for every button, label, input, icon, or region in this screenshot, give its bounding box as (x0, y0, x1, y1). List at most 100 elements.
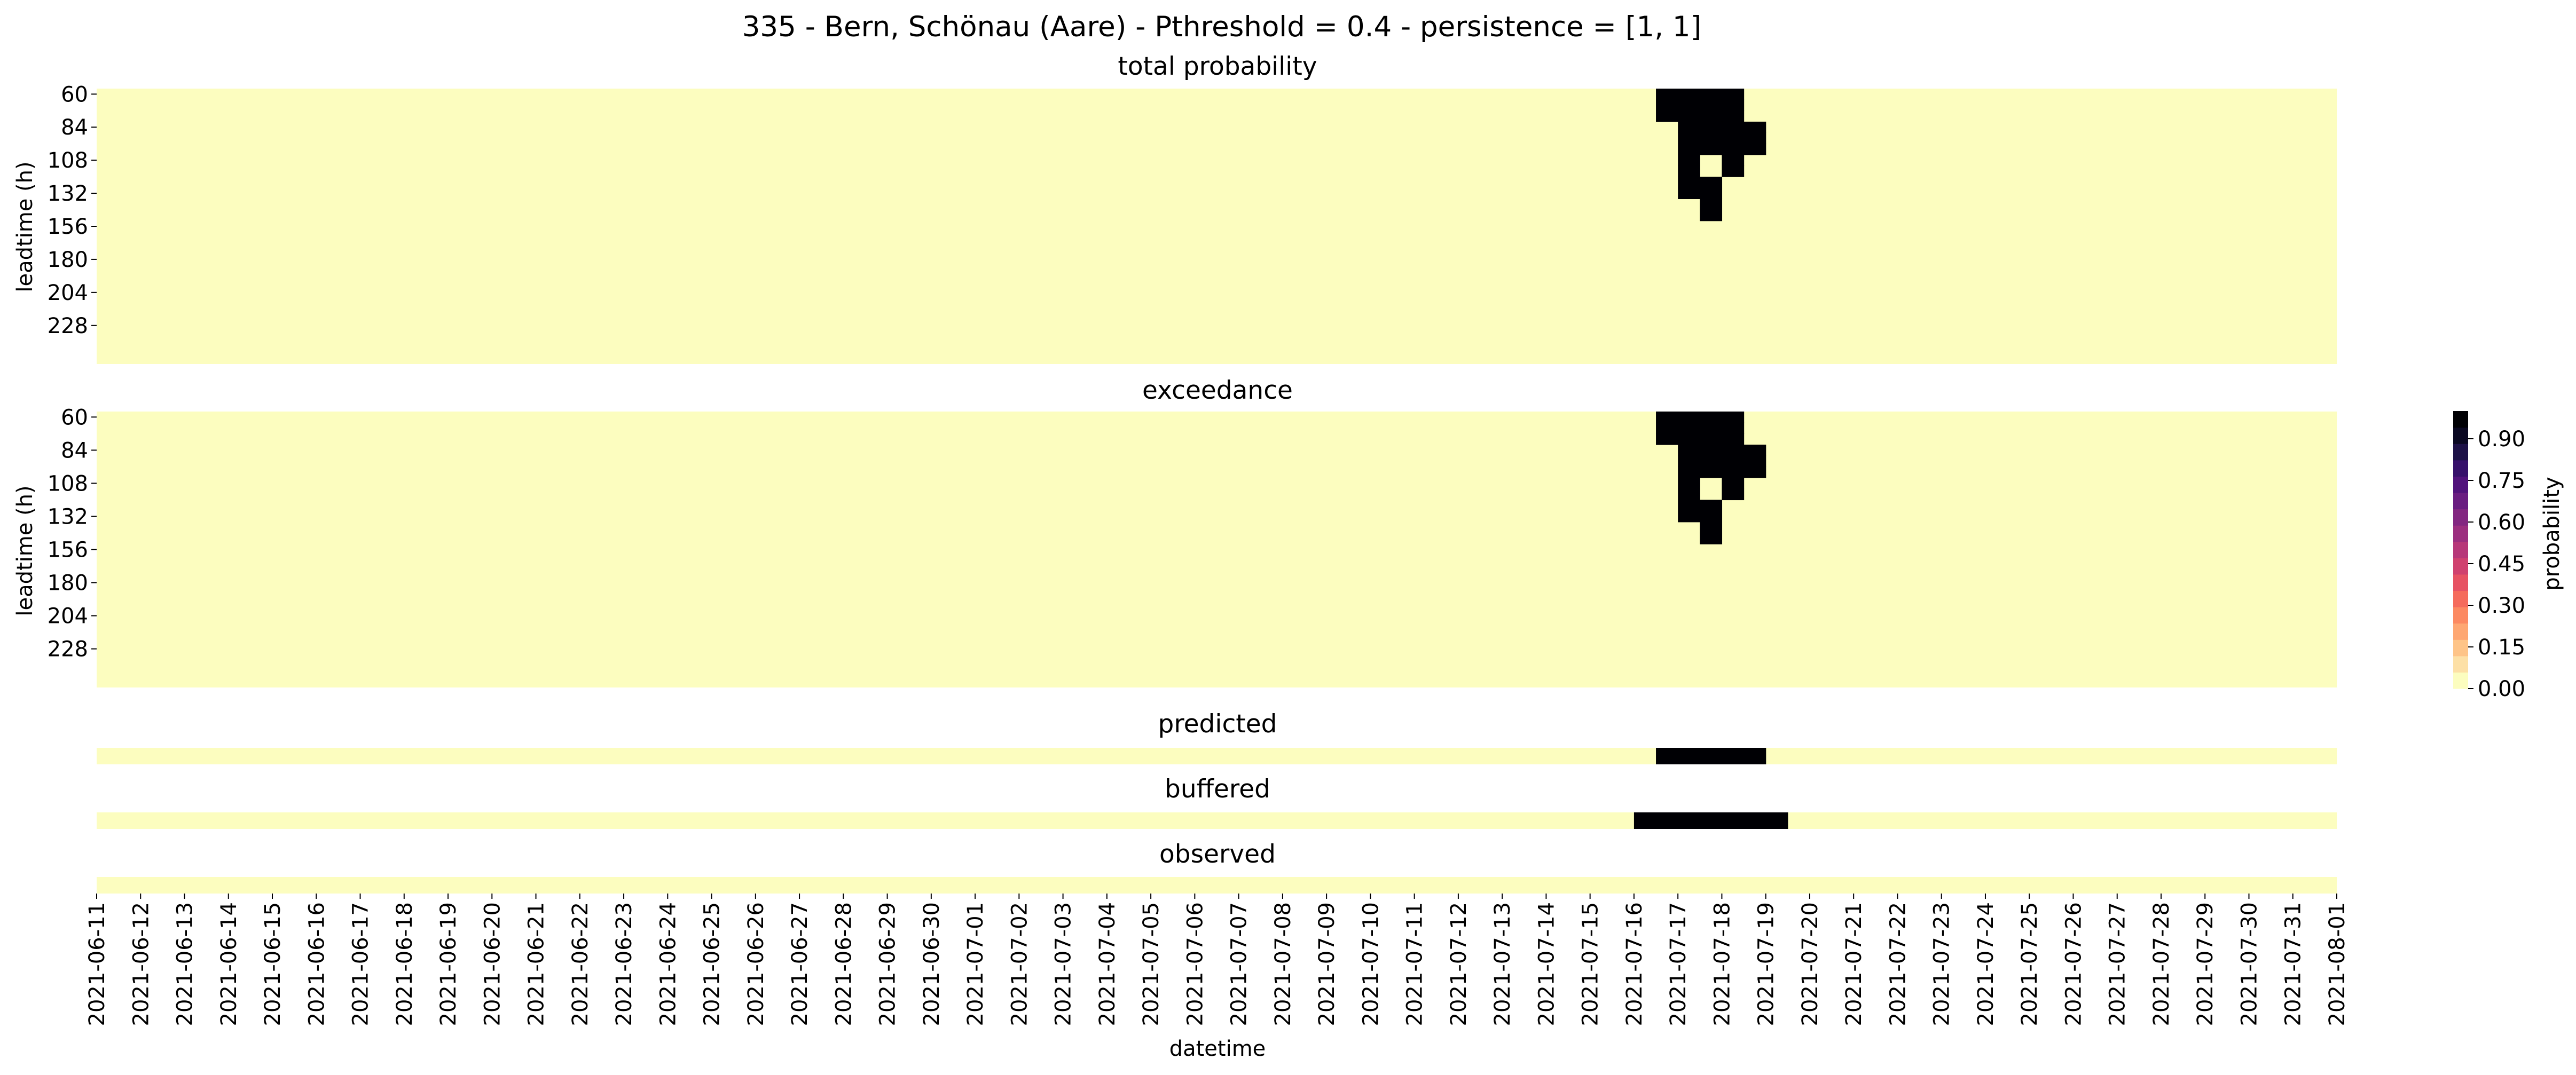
x-tick-label: 2021-06-22 (568, 902, 593, 1026)
x-tick-label: 2021-07-31 (2281, 902, 2306, 1026)
heatmap-background-3 (97, 812, 2337, 829)
heatmap-cell (1678, 144, 1700, 155)
heatmap-cell (1700, 121, 1723, 133)
heatmap-background-2 (97, 748, 2337, 764)
heatmap-cell (1700, 533, 1723, 544)
heatmap-cell (1656, 412, 1678, 423)
x-tick-label: 2021-07-05 (1139, 902, 1164, 1026)
x-tick-label: 2021-07-29 (2193, 902, 2218, 1026)
x-tick-label: 2021-07-27 (2106, 902, 2130, 1026)
heatmap-cell (1700, 99, 1723, 111)
panel-buffered: buffered (97, 774, 2337, 829)
x-tick-label: 2021-06-28 (831, 902, 856, 1026)
colorbar-tick-label: 0.60 (2478, 510, 2525, 535)
heatmap-cell (1700, 511, 1723, 523)
y-axis-label-total-probability: leadtime (h) (13, 161, 37, 292)
heatmap-background-0 (97, 89, 2337, 364)
x-tick-label: 2021-07-17 (1666, 902, 1691, 1026)
heatmap-cell (1700, 412, 1723, 423)
x-tick-label: 2021-07-09 (1315, 902, 1339, 1026)
x-tick-label: 2021-07-11 (1403, 902, 1427, 1026)
colorbar: 0.00 0.15 0.30 0.45 0.60 0.75 0.90 probability (2453, 411, 2564, 701)
x-tick-label: 2021-07-24 (1974, 902, 1998, 1026)
x-tick-label: 2021-07-18 (1710, 902, 1734, 1026)
heatmap-cells-total-probability (97, 89, 2337, 364)
y-tick-label: 108 (48, 148, 88, 173)
x-tick-label: 2021-07-22 (1886, 902, 1911, 1026)
y-tick-label: 84 (61, 115, 88, 140)
x-tick-label: 2021-07-10 (1358, 902, 1383, 1026)
heatmap-background-4 (97, 877, 2337, 894)
heatmap-cell (1722, 110, 1745, 122)
x-axis-label: datetime (1169, 1037, 1266, 1061)
heatmap-cell (1700, 187, 1723, 199)
heatmap-cell (1722, 445, 1745, 456)
x-tick-label: 2021-06-21 (524, 902, 549, 1026)
heatmap-cell (1722, 165, 1745, 177)
x-tick-label: 2021-06-15 (261, 902, 285, 1026)
heatmap-cell (1678, 412, 1700, 423)
heatmap-cell (1678, 110, 1700, 122)
x-tick-label: 2021-07-21 (1842, 902, 1866, 1026)
figure-title: 335 - Bern, Schönau (Aare) - Pthreshold … (742, 11, 1702, 43)
x-tick-label: 2021-07-04 (1095, 902, 1120, 1026)
strip-cell (1700, 812, 1723, 829)
x-tick-label: 2021-07-23 (1930, 902, 1954, 1026)
heatmap-cell (1700, 177, 1723, 188)
strip-cell (1633, 812, 1656, 829)
x-tick-label: 2021-07-07 (1227, 902, 1252, 1026)
heatmap-background-1 (97, 412, 2337, 687)
x-tick-label: 2021-08-01 (2325, 902, 2350, 1026)
colorbar-band (2453, 590, 2468, 607)
heatmap-cell (1743, 132, 1766, 144)
x-tick-label: 2021-06-14 (217, 902, 241, 1026)
heatmap-cell (1678, 187, 1700, 199)
colorbar-tick-label: 0.75 (2478, 469, 2525, 493)
heatmap-cell (1700, 89, 1723, 100)
heatmap-cell (1700, 433, 1723, 445)
heatmap-cell (1722, 154, 1745, 167)
y-tick-label: 108 (48, 471, 88, 496)
panel-title-predicted: predicted (1158, 709, 1277, 739)
strip-cells-buffered (97, 812, 2337, 829)
x-tick-label: 2021-07-20 (1798, 902, 1823, 1026)
x-tick-label: 2021-06-23 (612, 902, 637, 1026)
heatmap-cell (1722, 144, 1745, 155)
y-tick-label: 204 (48, 281, 88, 305)
x-tick-label: 2021-06-26 (744, 902, 768, 1026)
y-tick-label: 204 (48, 604, 88, 629)
colorbar-band (2453, 607, 2468, 624)
x-tick-label: 2021-06-16 (304, 902, 329, 1026)
heatmap-cell (1678, 478, 1700, 489)
heatmap-cell (1678, 433, 1700, 445)
x-axis-ticks: 2021-06-11 2021-06-12 2021-06-13 2021-06-14… (85, 894, 2350, 1026)
heatmap-cell (1722, 478, 1745, 489)
colorbar-band (2453, 623, 2468, 640)
x-tick-label: 2021-07-06 (1183, 902, 1207, 1026)
heatmap-cell (1722, 89, 1745, 100)
x-tick-label: 2021-07-14 (1534, 902, 1559, 1026)
heatmap-cell (1700, 132, 1723, 144)
heatmap-cell (1722, 488, 1745, 501)
heatmap-cell (1700, 422, 1723, 434)
heatmap-cell (1678, 99, 1700, 111)
y-tick-label: 156 (48, 538, 88, 563)
x-tick-label: 2021-06-30 (920, 902, 944, 1026)
heatmap-cell (1678, 422, 1700, 434)
heatmap-cell (1656, 99, 1678, 111)
heatmap-cell (1700, 144, 1723, 155)
panel-title-total-probability: total probability (1118, 52, 1317, 81)
y-tick-label: 84 (61, 438, 88, 463)
heatmap-cell (1678, 500, 1700, 511)
strip-cell (1700, 748, 1723, 764)
x-tick-label: 2021-07-16 (1622, 902, 1647, 1026)
colorbar-band (2453, 492, 2468, 510)
strip-cell (1722, 812, 1745, 829)
panel-total-probability: total probability leadtime (h) 60 84 108 13… (13, 52, 2337, 364)
y-tick-label: 228 (48, 314, 88, 338)
heatmap-cell (1678, 89, 1700, 100)
heatmap-cell (1722, 433, 1745, 445)
y-tick-label: 132 (48, 504, 88, 529)
colorbar-band (2453, 411, 2468, 428)
x-tick-label: 2021-07-26 (2062, 902, 2086, 1026)
